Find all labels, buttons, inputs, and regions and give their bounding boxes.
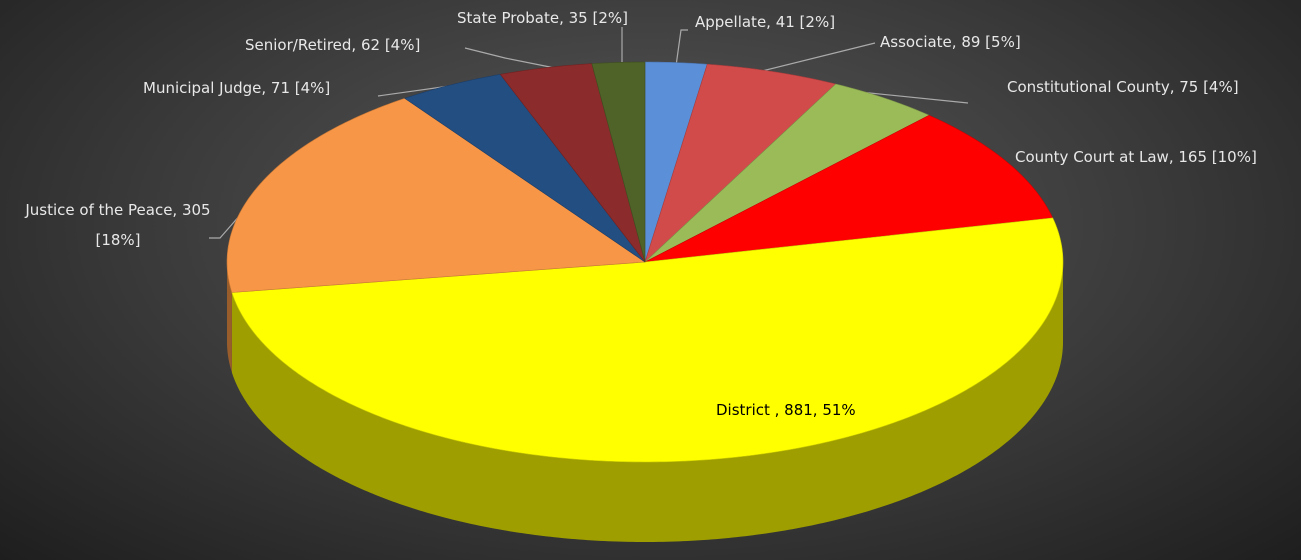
data-label: District , 881, 51% (716, 401, 856, 419)
slice (644, 63, 837, 263)
leader-line (757, 42, 876, 73)
data-label: Senior/Retired, 62 [4%] (245, 36, 421, 54)
slice (591, 61, 646, 263)
slice (404, 74, 646, 263)
slice-side (231, 262, 1063, 542)
slice (644, 83, 930, 263)
slice (644, 114, 1054, 263)
leader-line (675, 29, 688, 67)
slice (226, 98, 646, 293)
data-label: Appellate, 41 [2%] (695, 13, 836, 31)
leader-line (859, 91, 969, 104)
data-label: County Court at Law, 165 [10%] (1015, 148, 1257, 166)
slice (499, 63, 646, 263)
data-label: Associate, 89 [5%] (880, 33, 1021, 51)
data-label: State Probate, 35 [2%] (457, 9, 628, 27)
data-label: Municipal Judge, 71 [4%] (143, 79, 331, 97)
data-label: Justice of the Peace, 305 [18%] (25, 201, 211, 249)
leader-line (464, 47, 566, 71)
data-label: Constitutional County, 75 [4%] (1007, 78, 1239, 96)
slice-side (227, 262, 232, 373)
slice (231, 217, 1064, 463)
